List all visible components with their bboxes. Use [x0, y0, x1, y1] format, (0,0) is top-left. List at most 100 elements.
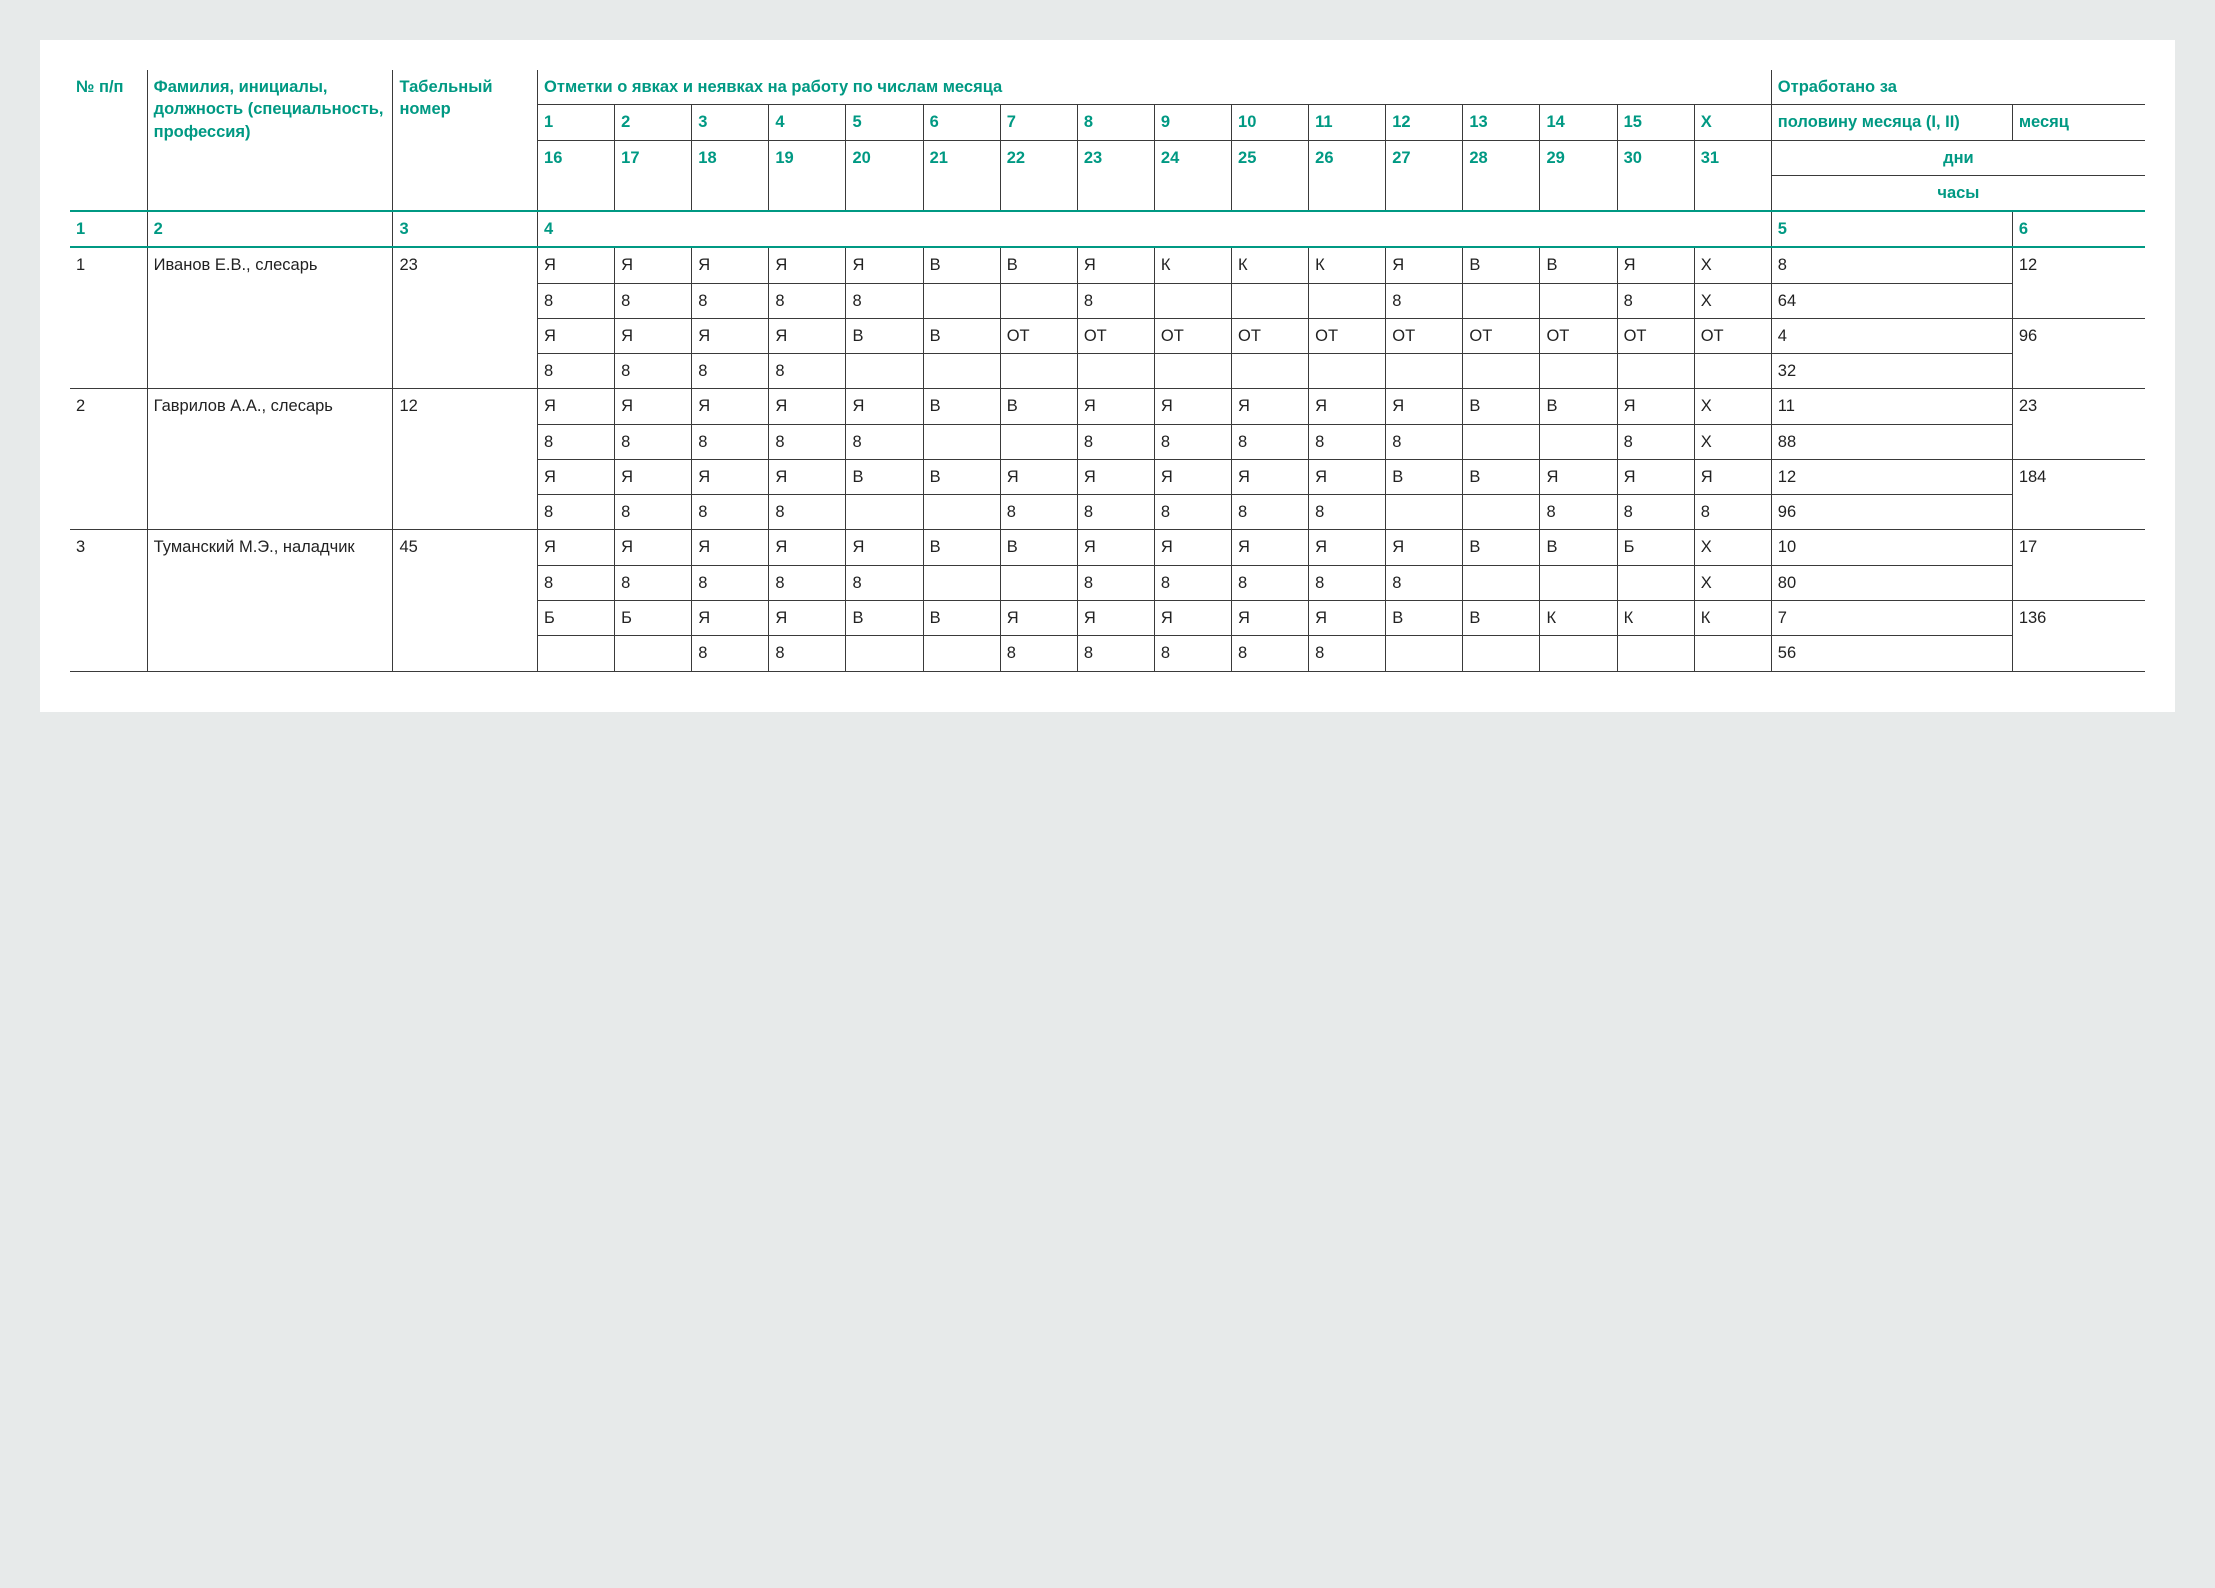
cell: ОТ: [1000, 318, 1077, 353]
cell: [923, 283, 1000, 318]
hd-top-12: 13: [1463, 105, 1540, 140]
cell: В: [923, 530, 1000, 565]
hd-top-7: 8: [1077, 105, 1154, 140]
cell: [923, 354, 1000, 389]
half-hours: 64: [1771, 283, 2012, 318]
cell: X: [1694, 530, 1771, 565]
cell: 8: [1386, 565, 1463, 600]
numrow-4: 4: [538, 211, 1772, 247]
cell: 8: [846, 565, 923, 600]
cell: 8: [692, 636, 769, 671]
hd-bot-15: 31: [1694, 140, 1771, 211]
numrow-5: 5: [1771, 211, 2012, 247]
cell: [1463, 495, 1540, 530]
hd-bot-8: 24: [1154, 140, 1231, 211]
half-hours: 96: [1771, 495, 2012, 530]
hd-top-13: 14: [1540, 105, 1617, 140]
cell: Я: [769, 247, 846, 283]
hd-top-6: 7: [1000, 105, 1077, 140]
half-days: 7: [1771, 600, 2012, 635]
hd-bot-11: 27: [1386, 140, 1463, 211]
cell: 8: [1309, 636, 1386, 671]
cell: В: [1386, 459, 1463, 494]
cell: Я: [1386, 530, 1463, 565]
month-hours: 184: [2012, 459, 2145, 530]
cell: В: [1000, 247, 1077, 283]
cell: 8: [1309, 565, 1386, 600]
cell: X: [1694, 283, 1771, 318]
hd-bot-5: 21: [923, 140, 1000, 211]
cell: 8: [1386, 283, 1463, 318]
cell: ОТ: [1386, 318, 1463, 353]
cell: 8: [1309, 424, 1386, 459]
cell: Я: [1386, 389, 1463, 424]
cell: [1617, 565, 1694, 600]
cell: 8: [538, 424, 615, 459]
hd-bot-10: 26: [1309, 140, 1386, 211]
cell: В: [1463, 247, 1540, 283]
hd-top-4: 5: [846, 105, 923, 140]
cell: [1000, 354, 1077, 389]
cell: Я: [769, 389, 846, 424]
cell: [1540, 354, 1617, 389]
cell: [1463, 565, 1540, 600]
half-hours: 88: [1771, 424, 2012, 459]
cell: 8: [1540, 495, 1617, 530]
cell: 8: [538, 565, 615, 600]
cell: Я: [1232, 530, 1309, 565]
cell: 8: [1617, 424, 1694, 459]
cell: [1540, 636, 1617, 671]
cell: X: [1694, 247, 1771, 283]
half-hours: 56: [1771, 636, 2012, 671]
cell: [846, 495, 923, 530]
cell: 8: [1000, 495, 1077, 530]
cell: В: [923, 459, 1000, 494]
cell: [1309, 283, 1386, 318]
cell: [1232, 283, 1309, 318]
cell: 8: [769, 636, 846, 671]
cell: ОТ: [1232, 318, 1309, 353]
cell: 8: [692, 354, 769, 389]
cell: К: [1617, 600, 1694, 635]
cell: [1154, 354, 1231, 389]
cell: [1000, 565, 1077, 600]
cell: Б: [1617, 530, 1694, 565]
cell: Я: [1309, 389, 1386, 424]
cell: 8: [1232, 424, 1309, 459]
cell: Я: [1694, 459, 1771, 494]
cell: 8: [692, 565, 769, 600]
hd-bot-7: 23: [1077, 140, 1154, 211]
cell: 8: [769, 424, 846, 459]
hd-bot-9: 25: [1232, 140, 1309, 211]
cell: В: [923, 247, 1000, 283]
cell: [1386, 354, 1463, 389]
cell: [1617, 636, 1694, 671]
cell: 8: [615, 495, 692, 530]
numrow-3: 3: [393, 211, 538, 247]
cell: [1463, 354, 1540, 389]
header-row-1: № п/п Фамилия, инициалы, должность (спец…: [70, 70, 2145, 105]
cell: В: [846, 318, 923, 353]
cell: [923, 565, 1000, 600]
cell: 8: [846, 283, 923, 318]
cell: Я: [692, 389, 769, 424]
cell: ОТ: [1694, 318, 1771, 353]
cell: [1617, 354, 1694, 389]
cell: Я: [1309, 530, 1386, 565]
cell: X: [1694, 424, 1771, 459]
cell: Я: [846, 530, 923, 565]
numrow-6: 6: [2012, 211, 2145, 247]
numrow-1: 1: [70, 211, 147, 247]
cell: 8: [692, 283, 769, 318]
cell: ОТ: [1309, 318, 1386, 353]
cell: 8: [1617, 283, 1694, 318]
half-hours: 80: [1771, 565, 2012, 600]
cell: 8: [769, 354, 846, 389]
cell: 8: [846, 424, 923, 459]
cell: Я: [1232, 459, 1309, 494]
cell: Б: [615, 600, 692, 635]
cell: Я: [1077, 600, 1154, 635]
cell: Я: [1000, 459, 1077, 494]
cell: Я: [1154, 600, 1231, 635]
cell: ОТ: [1540, 318, 1617, 353]
